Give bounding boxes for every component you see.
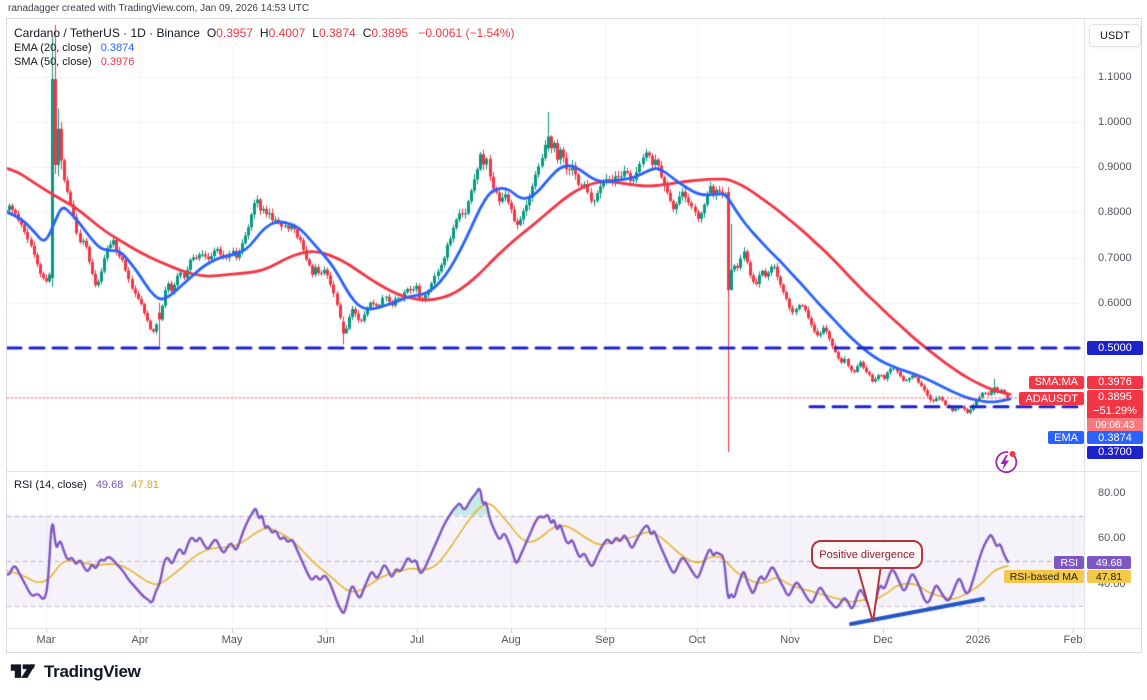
pane-separator[interactable] [7, 471, 1140, 472]
month-label: Dec [873, 634, 893, 646]
ohlc-prefix: C [362, 26, 372, 40]
rsi-tick-label: 60.00 [1098, 532, 1126, 545]
month-label: May [221, 634, 243, 646]
price-tick-label: 1.1000 [1098, 70, 1132, 83]
rsi-label: RSI (14, close) [14, 479, 87, 491]
month-label: Oct [688, 634, 706, 646]
price-tick-label: 0.8000 [1098, 206, 1132, 219]
month-label: Apr [131, 634, 149, 646]
price-tick-label: 0.7000 [1098, 251, 1132, 264]
rsi-ma-value-badge: 47.81 [1087, 570, 1131, 583]
ema-value: 0.3874 [100, 42, 135, 54]
ohlc-prefix: O [206, 26, 217, 40]
price-tick-label: 0.9000 [1098, 161, 1132, 174]
month-label: Nov [780, 634, 800, 646]
symbol-change-pct: −51.29% [1087, 404, 1143, 418]
rsi-legend-row[interactable]: RSI (14, close) 49.68 47.81 [14, 479, 159, 491]
month-label: 2026 [965, 634, 991, 646]
tradingview-wordmark: TradingView [44, 661, 141, 681]
tradingview-logo[interactable]: TradingView [10, 661, 141, 682]
symbol-title[interactable]: Cardano / TetherUS · 1D · Binance [14, 26, 200, 40]
sma-value: 0.3976 [100, 56, 135, 68]
month-label: Aug [501, 634, 521, 646]
sma-name-badge: SMA:MA [1028, 375, 1084, 389]
sma-legend-row[interactable]: SMA (50, close) 0.3976 [14, 56, 514, 68]
ohlc-value: 0.3895 [371, 26, 409, 40]
rsi-value-badge: 49.68 [1087, 556, 1131, 569]
ohlc-value: 0.3874 [318, 26, 356, 40]
ohlc-prefix: L [312, 26, 319, 40]
ema-legend-row[interactable]: EMA (20, close) 0.3874 [14, 42, 514, 54]
ema-value-badge: 0.3874 [1087, 431, 1143, 444]
sma-value-badge: 0.3976 [1087, 375, 1143, 389]
month-label: Feb [1063, 634, 1083, 646]
level-0500-axis-badge: 0.5000 [1087, 341, 1143, 355]
price-tick-label: 1.0000 [1098, 116, 1132, 128]
ema-name-badge: EMA [1048, 431, 1084, 444]
currency-toggle-button[interactable]: USDT [1089, 24, 1141, 47]
symbol-name-badge: ADAUSDT [1019, 392, 1084, 405]
symbol-price-badge: 0.3895 −51.29% 09:06:43 [1087, 390, 1143, 432]
month-label: Mar [36, 634, 56, 646]
level-0370-axis-badge: 0.3700 [1087, 445, 1143, 459]
time-axis-separator [7, 628, 1140, 629]
symbol-legend-row[interactable]: Cardano / TetherUS · 1D · Binance O0.3957… [14, 26, 514, 40]
rsi-value: 49.68 [95, 479, 124, 491]
positive-divergence-callout[interactable]: Positive divergence [811, 540, 923, 569]
sma-label: SMA (50, close) [14, 56, 92, 68]
change-value: −0.0061 (−1.54%) [418, 26, 515, 40]
ema-label: EMA (20, close) [14, 42, 92, 54]
rsi-name-badge: RSI [1054, 556, 1084, 569]
callout-tail [855, 564, 883, 623]
rsi-ma-name-badge: RSI-based MA [1003, 570, 1084, 583]
tradingview-mark-icon [10, 664, 36, 678]
price-axis-separator[interactable] [1084, 19, 1085, 651]
symbol-last-price: 0.3895 [1087, 390, 1143, 404]
rsi-ma-value: 47.81 [131, 479, 159, 491]
price-tick-label: 0.6000 [1098, 296, 1132, 309]
month-label: Sep [595, 634, 615, 646]
ohlc-prefix: H [259, 26, 269, 40]
ohlc-value: 0.3957 [216, 26, 253, 40]
bar-countdown: 09:06:43 [1087, 418, 1143, 432]
spark-lightning-icon[interactable] [991, 449, 1018, 476]
ohlc-values: O0.3957 H0.4007 L0.3874 C0.3895 [200, 26, 408, 40]
created-with-note: ranadagger created with TradingView.com,… [8, 3, 310, 14]
rsi-tick-label: 80.00 [1098, 487, 1126, 500]
month-label: Jun [317, 634, 335, 646]
month-label: Jul [409, 634, 425, 646]
symbol-legend: Cardano / TetherUS · 1D · Binance O0.3957… [14, 26, 514, 68]
ohlc-value: 0.4007 [268, 26, 306, 40]
